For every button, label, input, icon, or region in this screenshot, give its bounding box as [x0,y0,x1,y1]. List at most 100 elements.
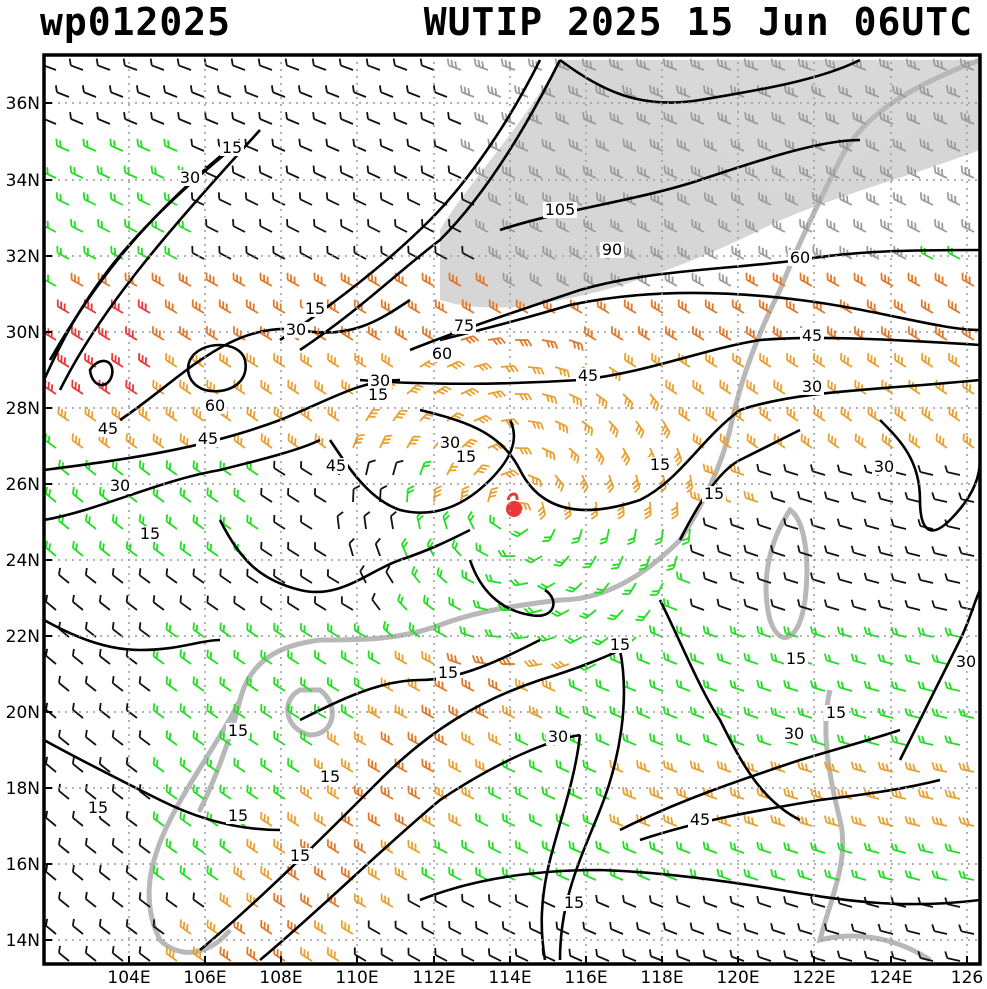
wind-barb [111,838,124,854]
wind-barb [541,447,556,461]
wind-barb [260,487,273,503]
wind-barb [609,921,624,935]
contour-line [879,419,980,532]
wind-barb [622,138,637,152]
contour-label-bg [226,808,250,824]
wind-barb [743,58,759,71]
wind-barb [568,339,584,352]
wind-barb [487,948,502,962]
wind-barb [165,514,178,530]
contour-label-bg [688,812,712,828]
wind-barb [810,680,826,692]
wind-barb [394,812,408,827]
wind-barb [961,219,975,233]
wind-barb [666,555,678,572]
wind-barb [946,192,961,206]
wind-barb [405,85,421,98]
wind-barb [850,869,867,881]
wind-barb [165,676,178,692]
wind-barb [487,337,506,346]
wind-barb [260,433,273,449]
wind-barb [259,219,273,233]
wind-barb [690,111,705,125]
wind-barb [448,596,462,611]
wind-barb [783,518,799,530]
wind-barb [704,299,718,314]
wind-barb [179,865,192,881]
contour-label: 30 [370,371,390,390]
wind-barb [397,593,408,611]
wind-barb [704,245,718,260]
wind-barb [125,541,138,557]
wind-barb [675,949,691,962]
wind-barb [233,757,246,773]
wind-barb [810,572,826,584]
wind-barb [799,219,813,233]
wind-barb [729,517,745,530]
contour-label: 30 [286,320,306,339]
wind-barb [327,353,340,368]
wind-barb [863,842,880,854]
wind-barb [894,353,907,368]
wind-barb [233,865,246,881]
contour-label: 15 [290,846,310,865]
wind-barb [271,192,286,206]
wind-barb [500,469,520,479]
wind-barb [314,542,327,557]
wind-barb [877,653,894,665]
wind-barb [593,582,610,595]
contour-label: 30 [440,433,460,452]
wind-barb [138,353,151,368]
wind-barb [757,192,772,206]
wind-barb [367,650,381,665]
wind-barb [610,219,624,233]
contour-label: 30 [548,727,568,746]
map-title-storm-time: WUTIP 2025 15 Jun 06UTC [423,0,973,44]
wind-barb [219,838,232,854]
wind-barb [246,838,259,854]
wind-barb [673,447,683,467]
wind-barb [622,787,637,800]
wind-barb [823,761,840,773]
wind-barb [273,514,286,530]
wind-barb [407,947,421,962]
wind-barb [45,594,57,611]
wind-barb [663,165,678,179]
wind-barb [138,946,151,962]
contour-line [559,58,861,104]
wind-barb [904,761,921,773]
wind-barb [419,58,435,71]
wind-barb [406,435,421,449]
wind-barb [45,810,57,827]
contour-label: 105 [545,200,576,219]
wind-barb [433,385,452,395]
wind-barb [932,58,948,71]
wind-barb [595,447,605,466]
contour-label-bg [782,726,806,742]
wind-barb [948,353,961,368]
wind-barb [690,165,705,179]
wind-barb [484,628,502,638]
wind-barb [571,528,583,544]
contour-label-bg [562,895,586,911]
wind-barb [363,511,371,530]
wind-barb [745,272,759,287]
contour-label-bg [203,398,227,414]
wind-barb [324,85,340,98]
wind-barb [622,841,637,854]
wind-barb [783,896,799,908]
wind-barb [353,785,367,800]
wind-barb [826,219,840,233]
lat-tick-label: 30N [6,323,40,343]
wind-barb [300,515,313,530]
wind-barb [179,703,192,719]
wind-barb [55,192,70,206]
wind-barb [582,759,597,773]
wind-barb [595,894,610,908]
wind-barb [729,895,745,908]
contour-label-bg [366,387,390,403]
lat-tick-label: 26N [6,475,40,495]
wind-barb [273,460,286,476]
wind-barb [771,111,786,125]
